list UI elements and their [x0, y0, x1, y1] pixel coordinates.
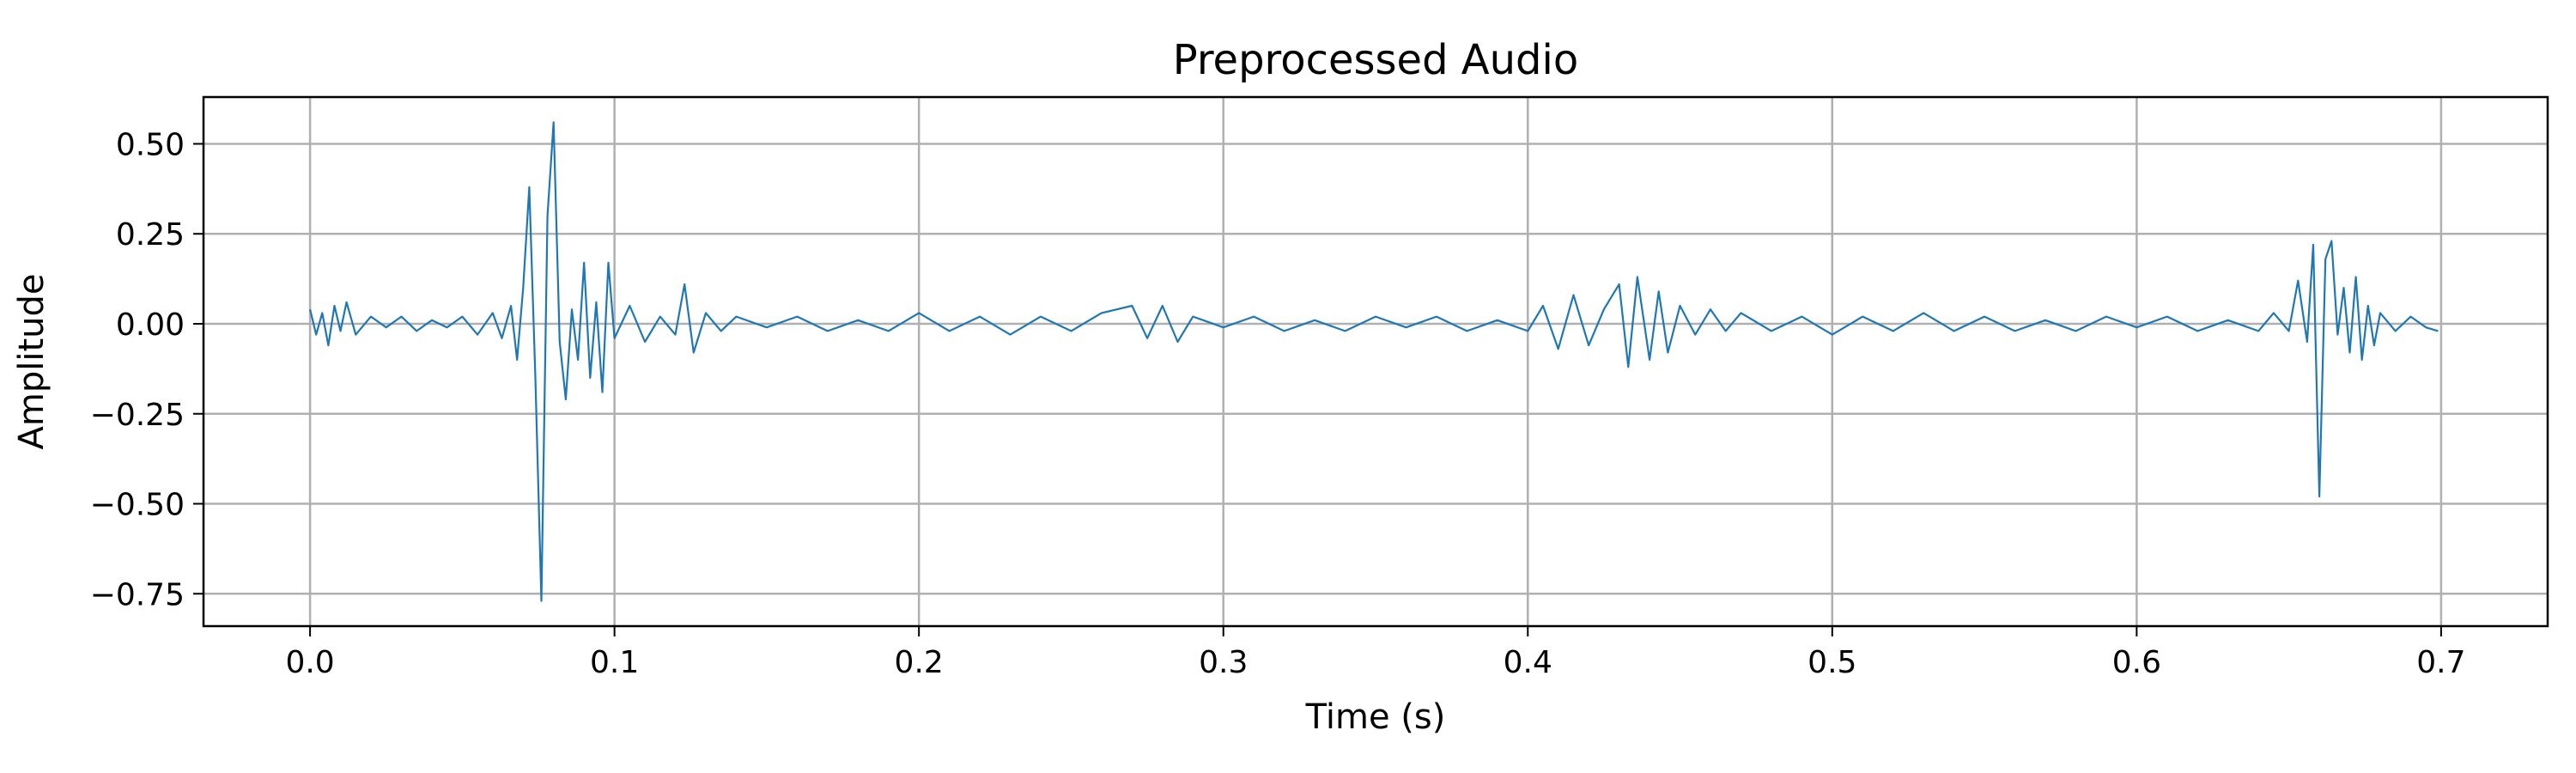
x-tick-label: 0.0: [285, 645, 334, 680]
x-tick-label: 0.7: [2416, 645, 2465, 680]
x-tick-label: 0.6: [2112, 645, 2161, 680]
y-tick-label: −0.50: [90, 488, 185, 523]
y-tick-label: −0.25: [90, 398, 185, 433]
x-tick-label: 0.5: [1807, 645, 1856, 680]
y-tick-label: 0.00: [116, 307, 185, 343]
x-tick-label: 0.3: [1199, 645, 1248, 680]
x-tick-layer: 0.0 0.1 0.2 0.3 0.4 0.5 0.6 0.7: [285, 626, 2466, 680]
x-tick-label: 0.4: [1504, 645, 1552, 680]
chart-title: Preprocessed Audio: [1173, 36, 1578, 84]
x-tick-label: 0.2: [895, 645, 944, 680]
series-layer: [309, 121, 2439, 602]
x-tick-label: 0.1: [590, 645, 639, 680]
y-tick-layer: 0.50 0.25 0.00 −0.25 −0.50 −0.75: [90, 127, 204, 612]
y-axis-label: Amplitude: [12, 274, 52, 450]
y-tick-label: −0.75: [90, 577, 185, 612]
y-tick-label: 0.50: [116, 127, 185, 162]
series-line: [309, 121, 2439, 602]
plot-frame: [202, 95, 2549, 628]
x-axis-label: Time (s): [1305, 697, 1446, 737]
y-tick-label: 0.25: [116, 217, 185, 253]
